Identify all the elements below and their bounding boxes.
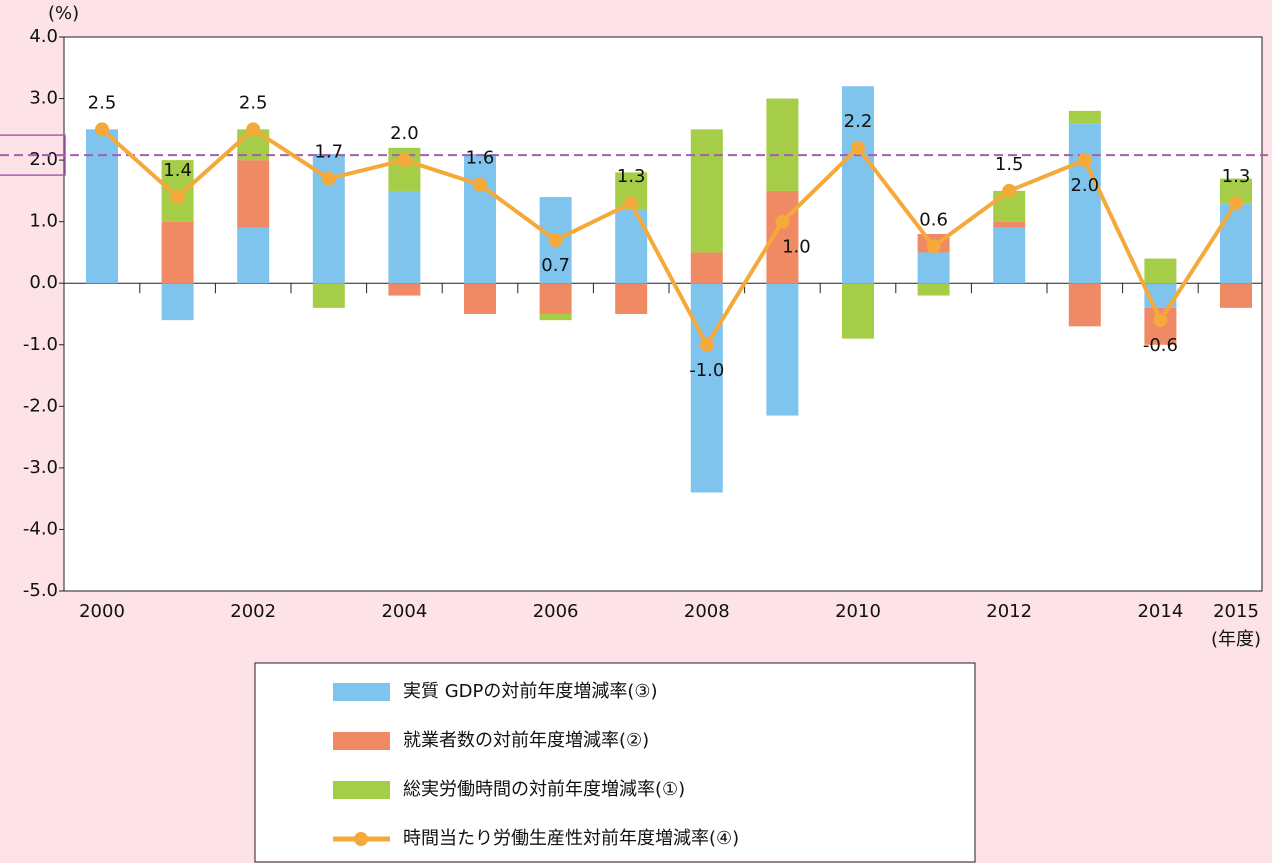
data-label: 1.6 bbox=[466, 148, 495, 169]
data-label: 1.7 bbox=[314, 142, 343, 163]
bar bbox=[1144, 258, 1177, 284]
bar bbox=[539, 283, 572, 314]
y-tick-label: -3.0 bbox=[23, 457, 58, 478]
data-label: 1.0 bbox=[782, 237, 811, 258]
x-tick-label: 2000 bbox=[79, 601, 125, 622]
bar bbox=[539, 314, 572, 321]
bar bbox=[237, 160, 270, 228]
data-label: 1.4 bbox=[163, 160, 192, 181]
bar bbox=[690, 252, 723, 284]
bar bbox=[917, 283, 950, 296]
bar bbox=[690, 283, 723, 493]
bar bbox=[690, 129, 723, 253]
line-point bbox=[926, 239, 941, 254]
line-point bbox=[321, 171, 336, 186]
bar bbox=[1068, 110, 1101, 124]
line-point bbox=[775, 214, 790, 229]
line-point bbox=[1153, 313, 1168, 328]
data-label: 0.6 bbox=[919, 209, 948, 230]
bar bbox=[993, 221, 1026, 228]
bar bbox=[388, 283, 421, 296]
bar bbox=[161, 221, 194, 284]
line-point bbox=[170, 190, 185, 205]
line bbox=[100, 126, 1238, 349]
y-unit: (%) bbox=[48, 3, 79, 24]
bar bbox=[86, 129, 118, 284]
bar bbox=[388, 190, 421, 284]
line-point bbox=[548, 233, 563, 248]
y-tick-label: -2.0 bbox=[23, 395, 58, 416]
data-label: 2.0 bbox=[390, 123, 419, 144]
bar bbox=[1220, 283, 1252, 308]
legend-label: 時間当たり労働生産性対前年度増減率(④) bbox=[403, 828, 739, 849]
legend-label: 実質 GDPの対前年度増減率(③) bbox=[403, 681, 658, 702]
x-tick-label: 2002 bbox=[230, 601, 276, 622]
bar bbox=[161, 283, 194, 321]
bar bbox=[464, 153, 496, 284]
line-point bbox=[1002, 183, 1017, 198]
bar bbox=[766, 283, 799, 416]
x-tick-label: 2010 bbox=[835, 601, 881, 622]
line-point bbox=[699, 337, 714, 352]
x-tick-label: 2014 bbox=[1137, 601, 1183, 622]
x-tick-label: 2012 bbox=[986, 601, 1032, 622]
line-point bbox=[624, 196, 639, 211]
y-tick-label: 4.0 bbox=[29, 26, 58, 47]
x-tick-label: 2006 bbox=[533, 601, 579, 622]
data-label: 2.5 bbox=[88, 92, 117, 113]
line-point bbox=[246, 122, 261, 137]
data-label: 2.5 bbox=[239, 92, 268, 113]
x-tick-label: 2008 bbox=[684, 601, 730, 622]
bar bbox=[766, 98, 799, 191]
line-point bbox=[1077, 153, 1092, 168]
bar bbox=[917, 252, 950, 284]
bar bbox=[1068, 123, 1101, 284]
line-point bbox=[95, 122, 109, 137]
bar bbox=[464, 283, 496, 314]
reference-bracket bbox=[0, 134, 66, 176]
y-tick-label: -5.0 bbox=[23, 580, 58, 601]
data-label: 1.3 bbox=[617, 166, 646, 187]
bar bbox=[993, 227, 1026, 284]
y-tick-label: -1.0 bbox=[23, 334, 58, 355]
bar bbox=[615, 283, 648, 314]
legend-swatch bbox=[354, 832, 368, 846]
x-tick-label: 2015 bbox=[1213, 601, 1259, 622]
line-point bbox=[1229, 196, 1243, 211]
y-tick-label: 1.0 bbox=[29, 211, 58, 232]
bar bbox=[842, 283, 874, 339]
bar bbox=[1068, 283, 1101, 327]
y-tick-label: 0.0 bbox=[29, 272, 58, 293]
y-tick-label: 2.0 bbox=[29, 149, 58, 170]
x-unit: (年度) bbox=[1211, 629, 1261, 650]
legend-swatch bbox=[333, 781, 390, 799]
line-point bbox=[851, 140, 865, 155]
data-label: -1.0 bbox=[689, 360, 724, 381]
data-label: 1.5 bbox=[995, 154, 1024, 175]
legend-label: 総実労働時間の対前年度増減率(①) bbox=[403, 779, 685, 800]
bar bbox=[237, 227, 270, 284]
line-point bbox=[473, 177, 487, 192]
legend-swatch bbox=[333, 732, 390, 750]
line-point bbox=[397, 153, 412, 168]
y-tick-label: -4.0 bbox=[23, 518, 58, 539]
bar bbox=[312, 283, 345, 308]
bar bbox=[1220, 203, 1252, 284]
data-label: 1.3 bbox=[1222, 166, 1251, 187]
legend-swatch bbox=[333, 683, 390, 701]
y-tick-label: 3.0 bbox=[29, 88, 58, 109]
data-label: 0.7 bbox=[541, 255, 570, 276]
data-label: -0.6 bbox=[1143, 335, 1178, 356]
bar bbox=[842, 86, 874, 284]
legend-label: 就業者数の対前年度増減率(②) bbox=[403, 730, 649, 751]
x-tick-label: 2004 bbox=[381, 601, 427, 622]
data-label: 2.2 bbox=[844, 111, 873, 132]
data-label: 2.0 bbox=[1070, 175, 1099, 196]
